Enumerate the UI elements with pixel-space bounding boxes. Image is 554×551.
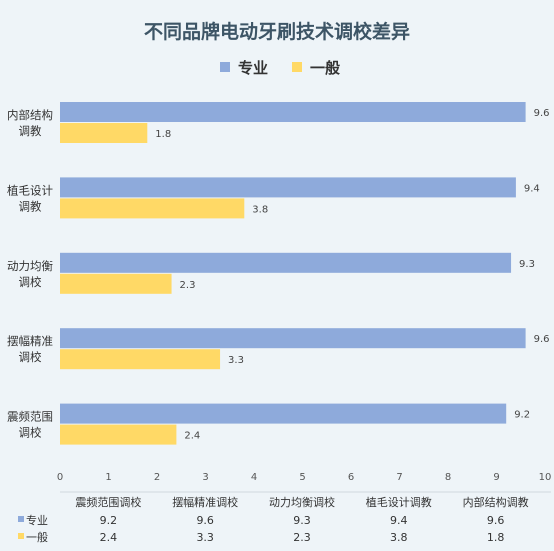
chart-title: 不同品牌电动牙刷技术调校差异 (144, 20, 410, 43)
table-cell-general-0: 2.4 (100, 531, 118, 544)
data-label-professional-3: 9.4 (524, 183, 540, 194)
legend-swatch-professional (220, 62, 230, 72)
table-cell-general-1: 3.3 (196, 531, 214, 544)
x-tick-label-0: 0 (57, 472, 63, 483)
legend-label-general: 一般 (310, 59, 340, 77)
x-tick-label-8: 8 (445, 472, 451, 483)
x-tick-label-7: 7 (396, 472, 402, 483)
bar-professional-1 (60, 328, 526, 349)
bar-professional-4 (60, 102, 526, 122)
x-tick-label-6: 6 (348, 472, 354, 483)
legend: 专业 一般 (220, 59, 340, 77)
x-tick-label-1: 1 (105, 472, 111, 483)
plot-area: 9.61.8内部结构调教9.43.8植毛设计调教9.32.3动力均衡调校9.63… (7, 102, 550, 445)
category-label-1-line-1: 调校 (19, 350, 42, 364)
category-label-1-line-0: 摆幅精准 (7, 334, 53, 348)
table-header-4: 内部结构调教 (463, 495, 529, 509)
category-label-4-line-0: 内部结构 (7, 108, 53, 122)
table-cell-general-3: 3.8 (390, 531, 408, 544)
data-label-professional-0: 9.2 (514, 410, 530, 421)
data-label-general-2: 2.3 (180, 280, 196, 291)
bar-general-4 (60, 123, 148, 143)
table-cell-general-4: 1.8 (487, 531, 505, 544)
table-cell-professional-3: 9.4 (390, 514, 408, 527)
category-label-3-line-0: 植毛设计 (7, 183, 53, 197)
table-cell-general-2: 2.3 (293, 531, 311, 544)
category-label-0-line-1: 调校 (19, 426, 42, 440)
data-label-general-1: 3.3 (228, 355, 244, 366)
data-label-general-4: 1.8 (155, 129, 171, 140)
table-cell-professional-0: 9.2 (100, 514, 118, 527)
category-label-0-line-0: 震频范围 (7, 410, 53, 424)
bar-professional-3 (60, 177, 516, 198)
data-label-general-0: 2.4 (184, 431, 200, 442)
bar-general-0 (60, 424, 177, 445)
table-header-0: 震频范围调校 (75, 495, 141, 509)
data-label-general-3: 3.8 (252, 204, 268, 215)
category-label-2-line-1: 调校 (19, 275, 42, 289)
table-cell-professional-1: 9.6 (196, 514, 214, 527)
bar-professional-2 (60, 252, 512, 273)
table-cell-professional-4: 9.6 (487, 514, 505, 527)
bar-professional-0 (60, 403, 507, 424)
x-tick-label-2: 2 (154, 472, 160, 483)
category-label-4-line-1: 调教 (19, 124, 42, 138)
bar-general-3 (60, 198, 245, 219)
table-series-name-general: 一般 (26, 531, 48, 544)
data-label-professional-1: 9.6 (534, 334, 550, 345)
x-tick-label-10: 10 (539, 472, 552, 483)
data-label-professional-4: 9.6 (534, 108, 550, 119)
table-swatch-general (18, 533, 24, 539)
bar-general-1 (60, 349, 221, 370)
legend-label-professional: 专业 (238, 59, 268, 77)
table-header-2: 动力均衡调校 (269, 495, 335, 509)
table-series-name-professional: 专业 (26, 513, 48, 527)
category-label-2-line-0: 动力均衡 (7, 259, 53, 273)
table-header-3: 植毛设计调教 (366, 495, 432, 509)
x-axis: 0 1 2 3 4 5 6 7 8 9 10 (57, 472, 552, 483)
x-tick-label-4: 4 (251, 472, 257, 483)
table-swatch-professional (18, 516, 24, 522)
x-tick-label-9: 9 (493, 472, 499, 483)
table-cell-professional-2: 9.3 (293, 514, 311, 527)
table-header-1: 摆幅精准调校 (172, 495, 238, 509)
x-tick-label-5: 5 (299, 472, 305, 483)
bar-general-2 (60, 273, 172, 294)
category-label-3-line-1: 调教 (19, 199, 42, 213)
x-tick-label-3: 3 (202, 472, 208, 483)
legend-swatch-general (292, 62, 302, 72)
data-label-professional-2: 9.3 (519, 259, 535, 270)
